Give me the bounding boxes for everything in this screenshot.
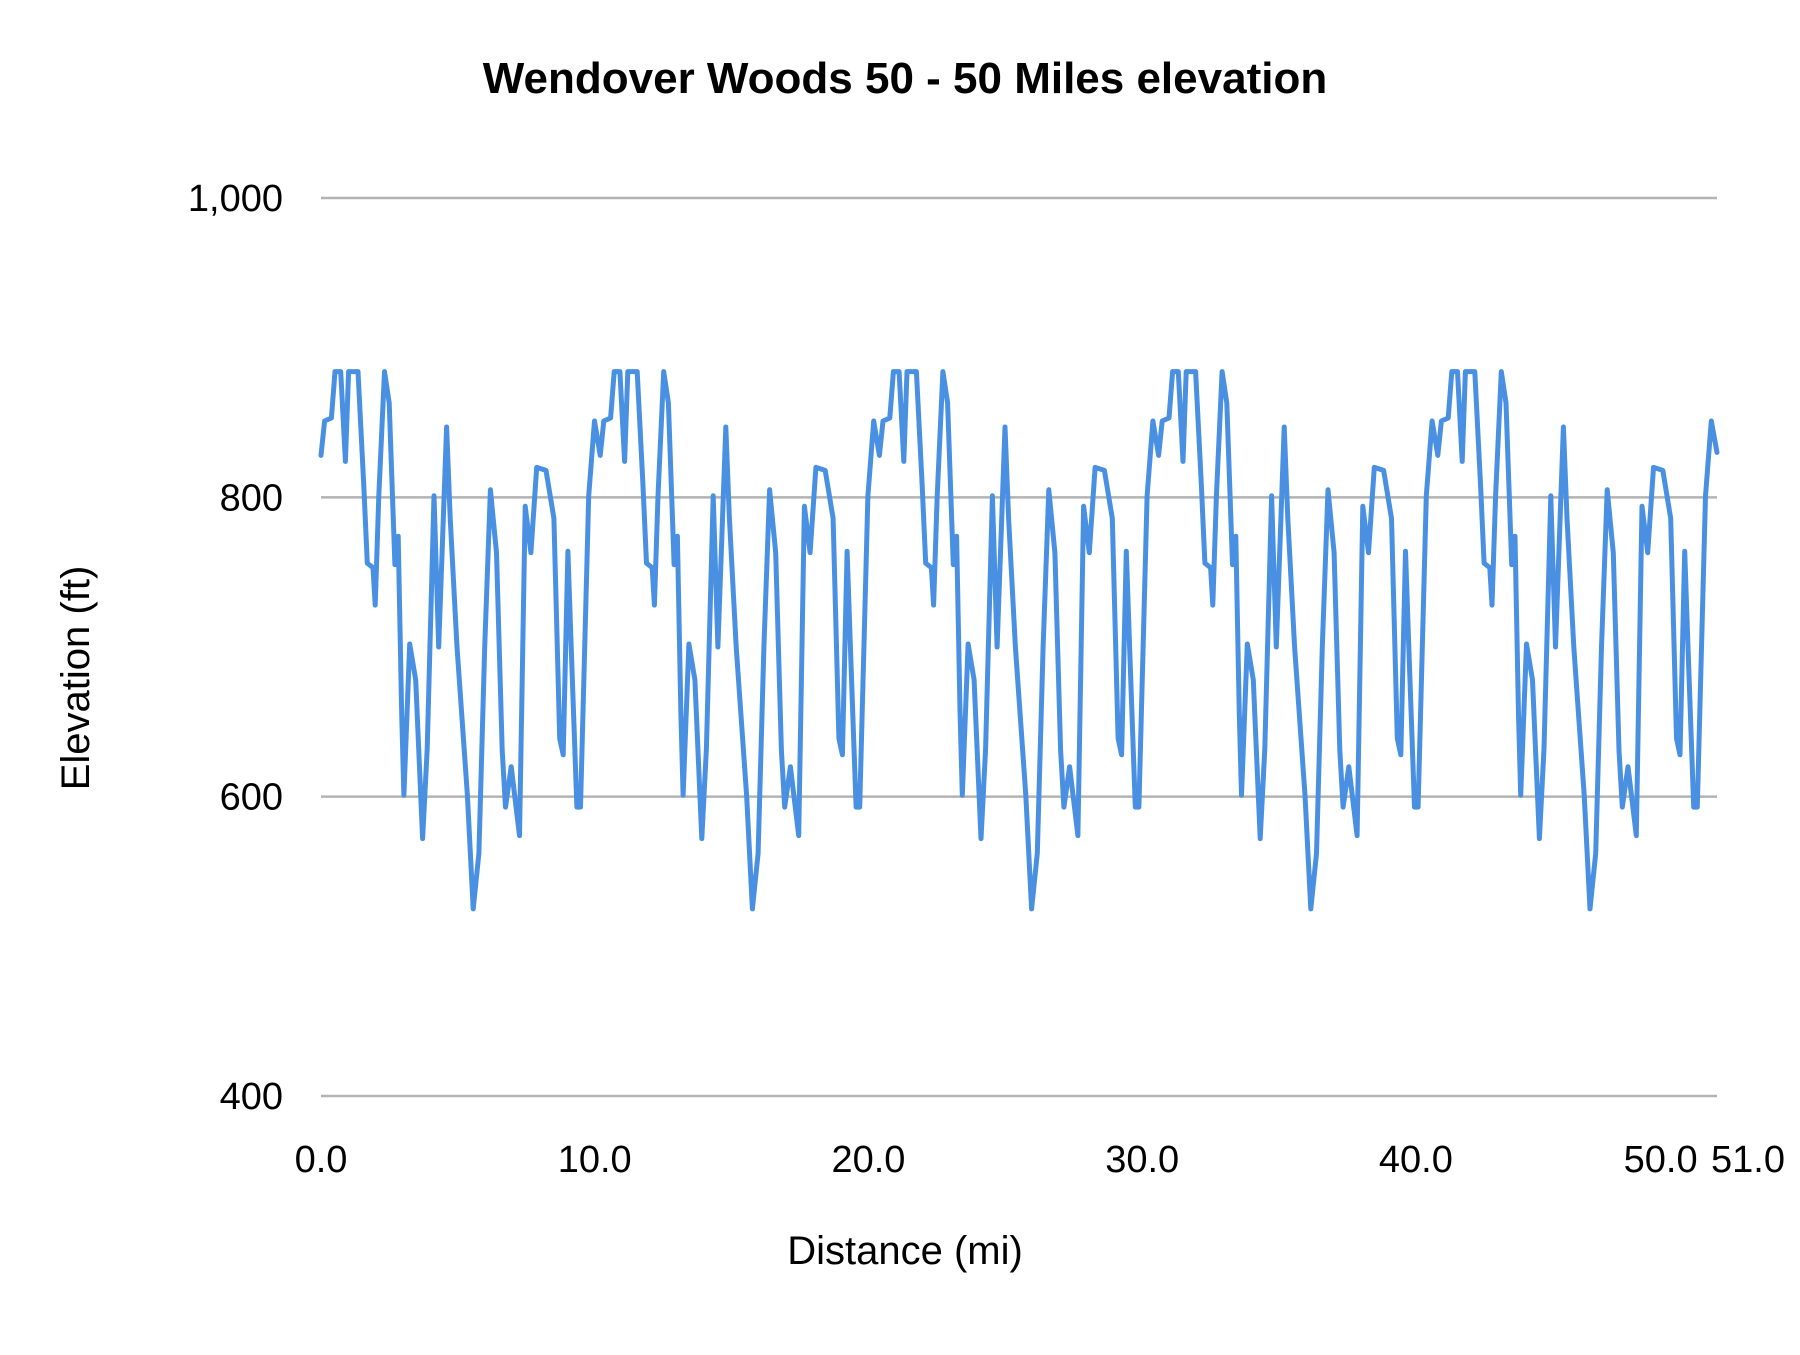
y-tick-label: 400: [220, 1076, 283, 1118]
elevation-line: [318, 369, 1720, 912]
x-tick-label: 0.0: [295, 1139, 348, 1181]
y-tick-label: 600: [220, 777, 283, 819]
y-axis-ticks: 400 600 800 1,000: [188, 178, 283, 1118]
x-axis-title: Distance (mi): [787, 1229, 1023, 1273]
x-tick-label: 51.0: [1711, 1139, 1785, 1181]
x-tick-label: 20.0: [831, 1139, 905, 1181]
y-axis-title: Elevation (ft): [54, 566, 98, 791]
x-tick-label: 40.0: [1379, 1139, 1453, 1181]
y-tick-label: 1,000: [188, 178, 283, 220]
x-tick-label: 50.0: [1624, 1139, 1698, 1181]
x-tick-label: 10.0: [558, 1139, 632, 1181]
x-tick-label: 30.0: [1105, 1139, 1179, 1181]
y-tick-label: 800: [220, 477, 283, 519]
gridlines: [321, 196, 1717, 1098]
chart-title: Wendover Woods 50 - 50 Miles elevation: [483, 54, 1327, 103]
x-axis-ticks: 0.0 10.0 20.0 30.0 40.0 50.0 51.0: [295, 1139, 1785, 1181]
series-group: [318, 369, 1720, 912]
